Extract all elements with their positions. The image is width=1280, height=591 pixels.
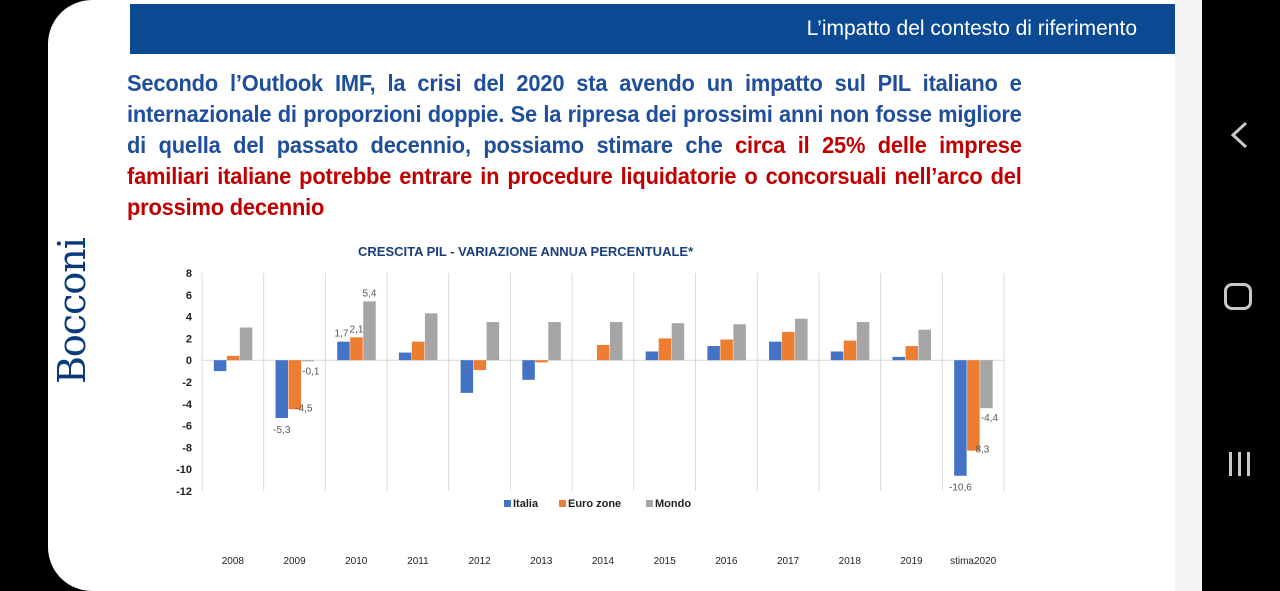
data-label: 8,3 <box>975 445 989 456</box>
headline-red: circa il 25% delle imprese familiari ita… <box>127 132 1022 220</box>
x-category-label: stima2020 <box>950 556 997 567</box>
x-category-label: 2017 <box>777 556 800 567</box>
bar-italia <box>830 351 844 361</box>
x-category-label: 2016 <box>715 556 738 567</box>
x-category-label: 2014 <box>592 556 615 567</box>
bar-italia <box>213 360 227 372</box>
bar-euro-zone <box>843 340 857 361</box>
bar-mondo <box>301 360 315 362</box>
data-label: -0,1 <box>302 366 320 377</box>
bar-euro-zone <box>473 360 487 371</box>
x-category-label: 2015 <box>654 556 677 567</box>
bar-euro-zone <box>226 355 240 361</box>
x-category-label: 2011 <box>407 556 429 567</box>
y-tick-label: 6 <box>186 290 192 302</box>
data-label: 5,4 <box>363 288 377 299</box>
headline-blue: Secondo l’Outlook IMF, la crisi del 2020… <box>127 70 1022 158</box>
bar-mondo <box>610 322 623 361</box>
bar-italia <box>645 351 659 361</box>
bar-italia <box>460 360 474 393</box>
legend-swatch-mondo <box>646 500 653 507</box>
y-tick-label: 4 <box>186 312 193 324</box>
y-tick-label: -12 <box>176 486 192 498</box>
bar-italia <box>707 346 720 361</box>
bar-euro-zone <box>720 339 733 361</box>
x-category-label: 2009 <box>283 556 306 567</box>
data-label: -5,3 <box>273 425 291 436</box>
bar-euro-zone <box>658 338 672 361</box>
bar-mondo <box>363 301 376 361</box>
headline-text: Secondo l’Outlook IMF, la crisi del 2020… <box>127 68 1022 223</box>
chart-title: CRESCITA PIL - VARIAZIONE ANNUA PERCENTU… <box>358 244 694 259</box>
y-tick-label: -4 <box>182 399 193 411</box>
bar-mondo <box>424 313 438 361</box>
bar-euro-zone <box>411 341 425 361</box>
home-icon[interactable] <box>1224 283 1252 310</box>
x-category-label: 2008 <box>222 556 245 567</box>
bar-italia <box>522 360 535 380</box>
x-category-label: 2019 <box>900 556 923 567</box>
bar-mondo <box>671 323 685 361</box>
data-label: -4,5 <box>295 403 313 414</box>
y-tick-label: -2 <box>182 377 192 389</box>
slide-title: L’impatto del contesto di riferimento <box>806 17 1137 40</box>
bar-italia <box>275 360 289 418</box>
bar-euro-zone <box>535 360 548 363</box>
bar-euro-zone <box>782 331 795 361</box>
bar-euro-zone <box>967 360 980 451</box>
x-category-label: 2013 <box>530 556 553 567</box>
y-tick-label: -6 <box>182 421 192 433</box>
data-label: 2,1 <box>350 324 364 335</box>
screen-edge-strip <box>1175 0 1202 591</box>
slide-screen: L’impatto del contesto di riferimento <box>48 0 1202 591</box>
data-label: -4,4 <box>981 413 999 424</box>
legend-label: Italia <box>513 498 539 510</box>
bar-euro-zone <box>350 337 363 361</box>
bar-euro-zone <box>905 346 918 361</box>
bar-euro-zone <box>288 360 302 410</box>
bar-italia <box>337 341 350 361</box>
recent-apps-icon[interactable] <box>1226 450 1254 478</box>
x-category-label: 2018 <box>839 556 862 567</box>
bar-euro-zone <box>597 344 610 361</box>
legend-swatch-italia <box>504 500 511 507</box>
x-category-label: 2012 <box>468 556 491 567</box>
bar-mondo <box>980 360 993 409</box>
y-tick-label: 0 <box>186 355 192 367</box>
y-tick-label: -10 <box>176 464 192 476</box>
chevron-left-icon[interactable] <box>1228 120 1252 150</box>
bar-italia <box>769 341 782 361</box>
legend-label: Euro zone <box>568 498 621 510</box>
bar-italia <box>954 360 967 476</box>
bar-mondo <box>795 318 808 361</box>
bar-mondo <box>486 322 500 361</box>
legend-label: Mondo <box>655 498 691 510</box>
bar-mondo <box>548 322 561 361</box>
bar-italia <box>398 352 412 361</box>
y-tick-label: 2 <box>186 333 192 345</box>
x-category-label: 2010 <box>345 556 368 567</box>
y-tick-label: 8 <box>186 268 192 280</box>
bar-mondo <box>856 322 870 361</box>
data-label: -10,6 <box>949 483 972 494</box>
data-label: 1,7 <box>335 329 349 340</box>
bar-italia <box>892 356 905 361</box>
header-bar: L’impatto del contesto di riferimento <box>130 4 1175 54</box>
bar-mondo <box>918 329 931 361</box>
bar-mondo <box>239 327 253 361</box>
bar-mondo <box>733 324 746 361</box>
legend-swatch-euro-zone <box>559 500 566 507</box>
y-tick-label: -8 <box>182 442 192 454</box>
